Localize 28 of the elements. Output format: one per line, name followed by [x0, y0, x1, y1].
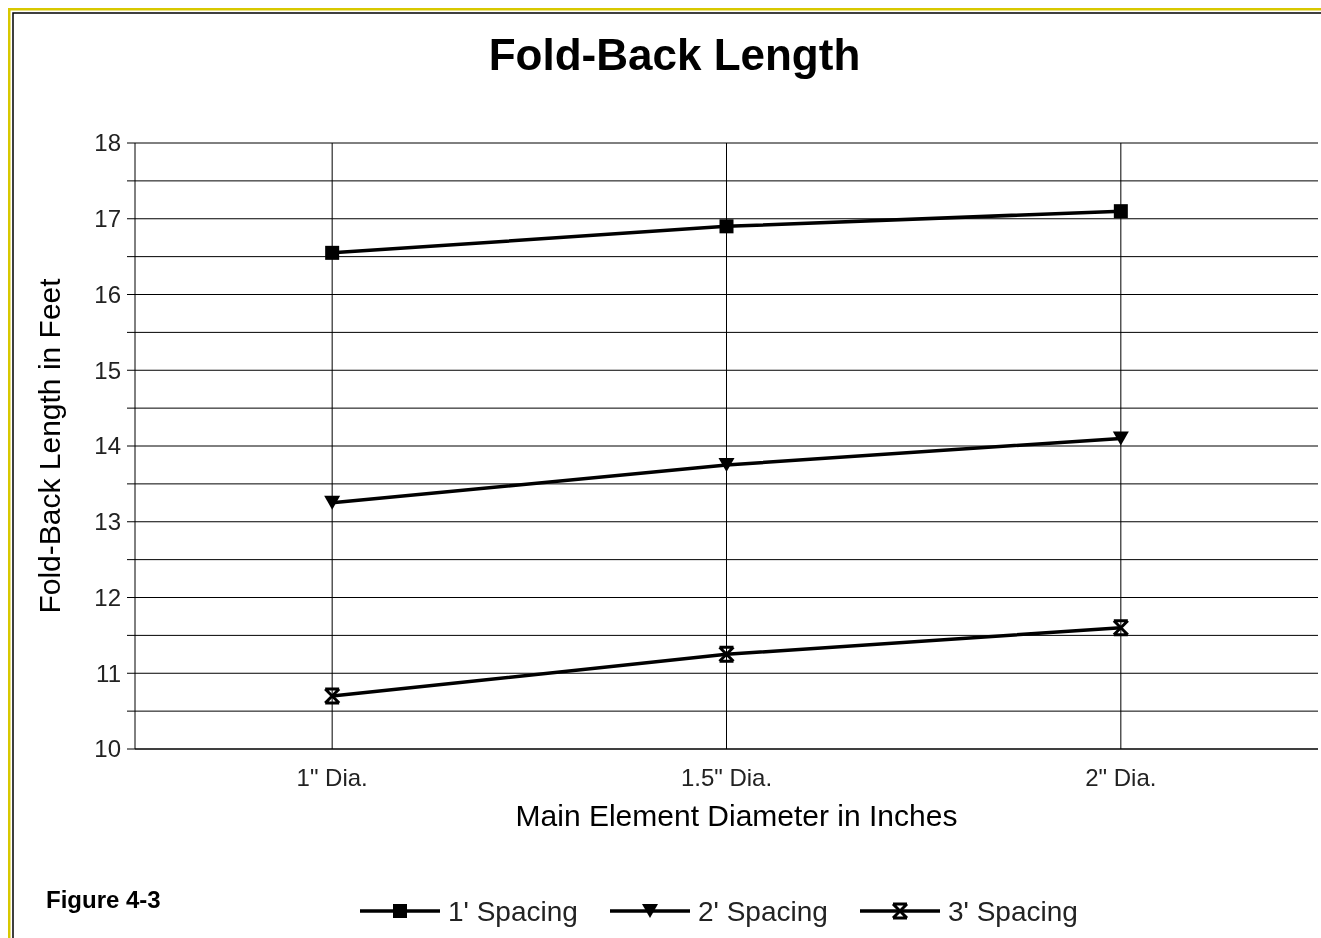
- point: [718, 457, 735, 472]
- point: [1113, 204, 1128, 219]
- point: [1112, 431, 1129, 446]
- x-tick-label: 1" Dia.: [296, 764, 368, 791]
- y-tick-label: 13: [94, 508, 121, 536]
- y-tick-label: 11: [96, 659, 121, 687]
- y-tick-label: 12: [94, 583, 121, 611]
- y-tick-label: 14: [94, 432, 121, 460]
- point: [1112, 619, 1130, 637]
- point: [323, 687, 341, 705]
- x-axis-title: Main Element Diameter in Inches: [515, 799, 958, 832]
- legend-label: 3' Spacing: [948, 895, 1078, 927]
- y-tick-label: 15: [94, 356, 121, 384]
- x-tick-label: 1.5" Dia.: [680, 764, 773, 791]
- point: [324, 495, 341, 510]
- y-tick-label: 10: [94, 735, 121, 763]
- point: [719, 219, 734, 234]
- chart-title: Fold-Back Length: [488, 30, 861, 79]
- legend-label: 2' Spacing: [698, 895, 828, 927]
- point: [325, 245, 340, 260]
- y-tick-label: 18: [94, 129, 121, 157]
- legend-label: 1' Spacing: [448, 895, 578, 927]
- y-axis-title: Fold-Back Length in Feet: [33, 277, 66, 614]
- y-tick-label: 16: [94, 280, 121, 308]
- y-tick-label: 17: [94, 205, 121, 233]
- caption: Figure 4-3: [46, 886, 161, 913]
- point: [718, 645, 735, 663]
- x-tick-label: 2" Dia.: [1085, 764, 1157, 791]
